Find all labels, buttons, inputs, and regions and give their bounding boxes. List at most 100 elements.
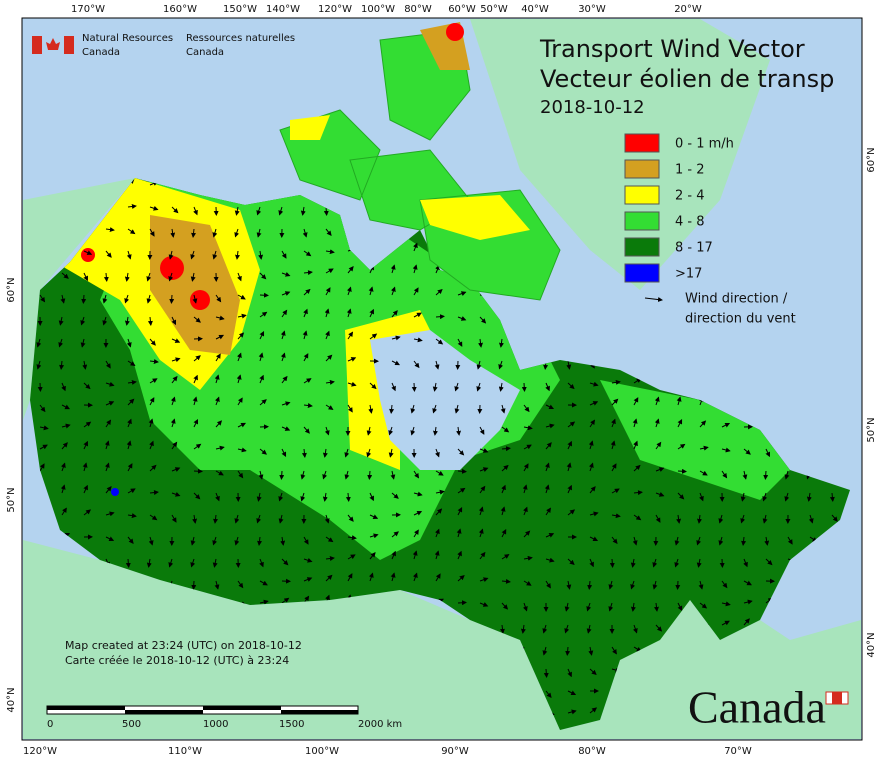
hudson-bay [370, 330, 520, 470]
wind-arrow [369, 492, 374, 502]
wind-arrow [567, 421, 576, 428]
wind-arrow [523, 580, 532, 586]
wind-arrow [237, 294, 246, 300]
scale-segment [47, 706, 125, 710]
wind-arrow [456, 528, 462, 538]
wind-arrow [741, 536, 747, 546]
wind-arrow [280, 330, 286, 340]
wind-arrow [281, 375, 288, 384]
wind-arrow [58, 316, 64, 326]
wind-arrow [545, 404, 555, 410]
wind-arrow [655, 441, 662, 450]
wind-arrow [39, 294, 46, 303]
wind-arrow [344, 470, 350, 480]
wind-arrow [391, 382, 396, 392]
wind-arrow [765, 558, 773, 566]
wind-arrow [237, 470, 244, 479]
wind-arrow [303, 270, 313, 276]
wind-arrow [655, 624, 663, 632]
zone-2-4 [290, 115, 530, 240]
united-states [23, 540, 861, 739]
wind-arrow [300, 492, 306, 502]
wind-arrow [325, 330, 330, 340]
wind-arrow [105, 511, 115, 517]
scale-segment [203, 706, 281, 710]
wind-arrow [168, 250, 174, 260]
wind-arrow [652, 558, 658, 568]
wind-arrow [632, 418, 638, 428]
wind-arrow [435, 338, 444, 345]
wind-arrow [168, 558, 174, 568]
wind-arrow [699, 470, 708, 476]
wind-arrow [281, 597, 290, 604]
wind-arrow [501, 446, 511, 452]
wind-arrow [567, 709, 577, 715]
wind-arrow [435, 470, 444, 476]
wind-arrow [300, 206, 306, 216]
wind-arrow [234, 514, 240, 524]
wind-arrow [259, 330, 265, 340]
wind-arrow [743, 618, 750, 626]
wind-arrow [193, 355, 201, 362]
wind-arrow [258, 470, 264, 480]
legend-label: 1 - 2 [675, 163, 705, 178]
wind-arrow [215, 396, 220, 406]
legend-swatch [624, 263, 660, 283]
wind-arrow [234, 206, 240, 216]
wind-arrow [234, 228, 240, 238]
wind-arrow [278, 206, 284, 216]
wind-arrow [192, 514, 198, 524]
wind-arrow [457, 468, 467, 474]
wind-arrow [764, 536, 770, 546]
wind-arrow [169, 294, 175, 304]
wind-arrow [302, 330, 308, 340]
wind-arrow [432, 426, 438, 436]
wind-arrow [302, 228, 308, 238]
wind-arrow [190, 558, 196, 568]
wind-arrow [39, 463, 45, 472]
wind-arrow [280, 536, 286, 546]
wind-arrow [124, 272, 130, 282]
wind-arrow [501, 602, 509, 610]
wind-arrow [479, 316, 487, 324]
wind-arrow [784, 492, 790, 502]
wind-arrow [215, 492, 220, 502]
graticule-label: 80°W [578, 746, 606, 757]
wind-arrow [171, 491, 181, 497]
wind-arrow [83, 484, 88, 494]
wind-arrow [413, 312, 422, 318]
wind-arrow [435, 508, 443, 516]
wind-arrow [325, 404, 334, 410]
scale-label: 500 [122, 719, 141, 730]
alaska [23, 178, 135, 420]
wind-arrow [564, 624, 570, 634]
scale-label: 1500 [279, 719, 304, 730]
wind-arrow [545, 690, 552, 699]
wind-arrow [303, 403, 313, 408]
wind-arrow [61, 404, 70, 410]
wind-arrow [762, 514, 768, 524]
wind-arrow [391, 550, 396, 560]
wind-arrow [170, 228, 176, 238]
wind-arrow [588, 462, 594, 472]
wind-arrow [325, 354, 333, 362]
wind-arrow [325, 556, 335, 561]
wind-arrow [388, 426, 394, 436]
wind-arrow [58, 338, 64, 348]
wind-arrow [478, 528, 484, 538]
wind-arrow [146, 558, 152, 568]
wind-arrow [787, 536, 793, 545]
wind-arrow [278, 492, 284, 502]
wind-arrow [699, 445, 709, 451]
wind-arrow [82, 462, 88, 472]
wind-arrow [83, 250, 93, 255]
wind-arrow [258, 352, 264, 362]
legend-label: 2 - 4 [675, 189, 705, 204]
wind-arrow [193, 206, 198, 216]
wind-arrow [413, 242, 418, 252]
wind-arrow [523, 463, 529, 472]
wind-arrow [212, 250, 218, 260]
wind-arrow [281, 250, 287, 259]
wind-arrow [500, 624, 505, 634]
flag-bar [32, 36, 42, 54]
